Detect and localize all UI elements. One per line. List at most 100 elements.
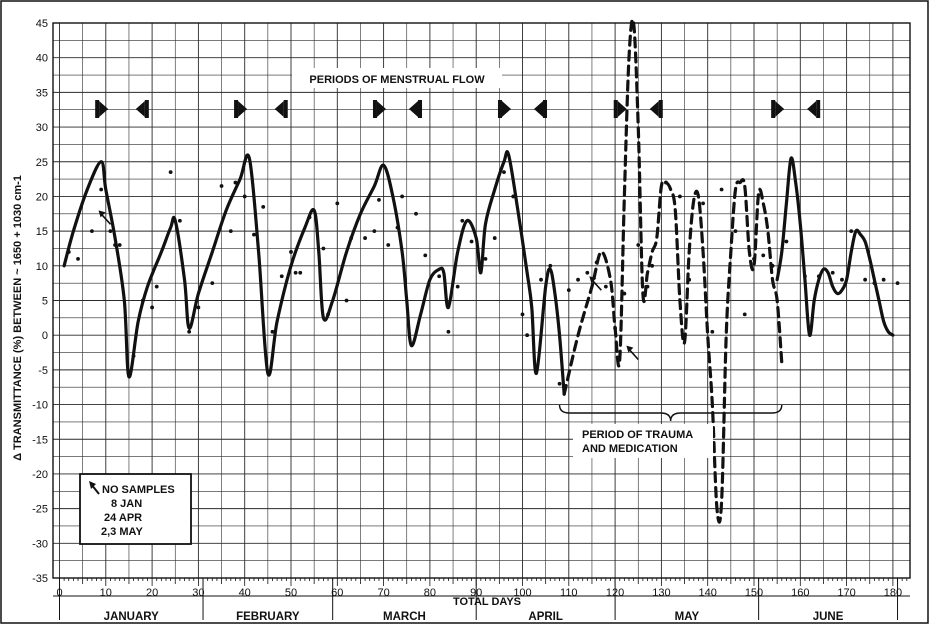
scatter-point (881, 277, 886, 282)
scatter-point (187, 329, 192, 334)
trauma-annotation: PERIOD OF TRAUMA AND MEDICATION (558, 404, 783, 458)
scatter-point (701, 201, 705, 206)
x-tick-label: 20 (146, 587, 158, 599)
scatter-point (90, 229, 94, 234)
x-tick-label: 40 (239, 587, 251, 599)
scatter-point (613, 326, 617, 331)
flow-start-marker-icon (95, 100, 109, 118)
scatter-point (566, 288, 571, 292)
month-axis: JANUARY FEBRUARY MARCH APRIL MAY JUNE (53, 578, 910, 623)
scatter-point (872, 281, 877, 286)
legend-line-jan: 8 JAN (111, 498, 142, 510)
x-tick-label: 130 (652, 587, 670, 599)
scatter-point (469, 239, 474, 244)
y-axis-title: Δ TRANSMITTANCE (%) BETWEEN ~ 1650 + 103… (12, 175, 24, 461)
x-tick-label: 80 (424, 587, 436, 599)
y-tick-label: 0 (42, 330, 48, 342)
scatter-point (678, 194, 682, 199)
scatter-point (233, 180, 238, 185)
month-label: MARCH (383, 611, 426, 623)
scatter-point (650, 263, 655, 268)
scatter-point (816, 274, 821, 279)
x-tick-label: 110 (560, 587, 578, 599)
scatter-point (386, 243, 391, 247)
scatter-point (576, 277, 580, 282)
scatter-point (742, 312, 747, 317)
legend-arrow-icon (89, 481, 100, 495)
x-axis-title: TOTAL DAYS (453, 596, 521, 608)
scatter-point (455, 284, 460, 289)
scatter-point (279, 274, 284, 279)
x-tick-label: 70 (377, 587, 389, 599)
scatter-point (483, 256, 488, 261)
scatter-point (719, 187, 724, 192)
series (62, 17, 895, 524)
scatter-point (99, 187, 104, 192)
flow-end-marker-icon (274, 100, 288, 118)
y-tick-label: -15 (32, 434, 48, 446)
scatter-point (761, 253, 766, 258)
month-label: APRIL (528, 611, 563, 623)
scatter-point (108, 229, 113, 234)
scatter-point (460, 218, 465, 223)
y-tick-label: 45 (36, 18, 48, 30)
scatter-point (117, 243, 122, 247)
scatter-point (400, 194, 405, 199)
scatter-point (784, 239, 789, 244)
scatter-point (66, 250, 71, 254)
flow-end-marker-icon (409, 100, 423, 118)
x-tick-label: 170 (837, 587, 855, 599)
month-label: MAY (675, 611, 700, 623)
y-tick-label: -20 (32, 469, 48, 481)
scatter-point (863, 277, 868, 282)
scatter-point (492, 236, 497, 240)
y-tick-label: 30 (36, 122, 48, 134)
x-tick-label: 10 (100, 587, 112, 599)
scatter-point (520, 312, 525, 317)
scatter-points (66, 170, 900, 386)
scatter-point (803, 274, 807, 279)
y-tick-label: 25 (36, 157, 48, 169)
trauma-label-line2: AND MEDICATION (582, 443, 678, 455)
scatter-point (377, 198, 381, 202)
flow-end-marker-icon (807, 100, 821, 118)
scatter-point (525, 333, 530, 338)
scatter-point (289, 250, 293, 254)
y-tick-label: -25 (32, 504, 48, 516)
scatter-point (326, 312, 330, 317)
plot-frame (52, 22, 911, 579)
menstrual-flow-markers: PERIODS OF MENSTRUAL FLOW (95, 68, 821, 118)
y-tick-label: 5 (42, 296, 48, 308)
scatter-point (636, 243, 641, 247)
y-tick-label: -35 (32, 573, 48, 585)
scatter-point (113, 243, 117, 247)
scatter-point (321, 246, 326, 251)
scatter-point (298, 270, 303, 275)
legend-line-may: 2,3 MAY (101, 526, 143, 538)
series-trauma-dashed-line (562, 17, 784, 524)
flow-start-marker-icon (372, 100, 386, 118)
series-line-2 (775, 156, 895, 337)
legend-line-apr: 24 APR (104, 512, 142, 524)
scatter-point (76, 256, 80, 261)
scatter-point (131, 354, 136, 358)
month-label: JUNE (813, 611, 844, 623)
legend-box: NO SAMPLES 8 JAN 24 APR 2,3 MAY (79, 473, 192, 545)
y-tick-label: -10 (32, 400, 48, 412)
scatter-point (210, 281, 215, 286)
scatter-point (557, 381, 562, 386)
scatter-point (752, 256, 756, 261)
scatter-point (228, 229, 233, 234)
scatter-point (177, 218, 182, 223)
trauma-label-bg (573, 424, 713, 458)
scatter-point (849, 229, 854, 234)
scatter-point (219, 184, 224, 188)
scatter-point (395, 225, 400, 230)
scatter-point (548, 263, 553, 268)
scatter-point (363, 236, 367, 240)
y-tick-label: 15 (36, 226, 48, 238)
flow-end-marker-icon (135, 100, 149, 118)
no-sample-arrow-icon (589, 276, 602, 291)
scatter-point (539, 277, 543, 282)
